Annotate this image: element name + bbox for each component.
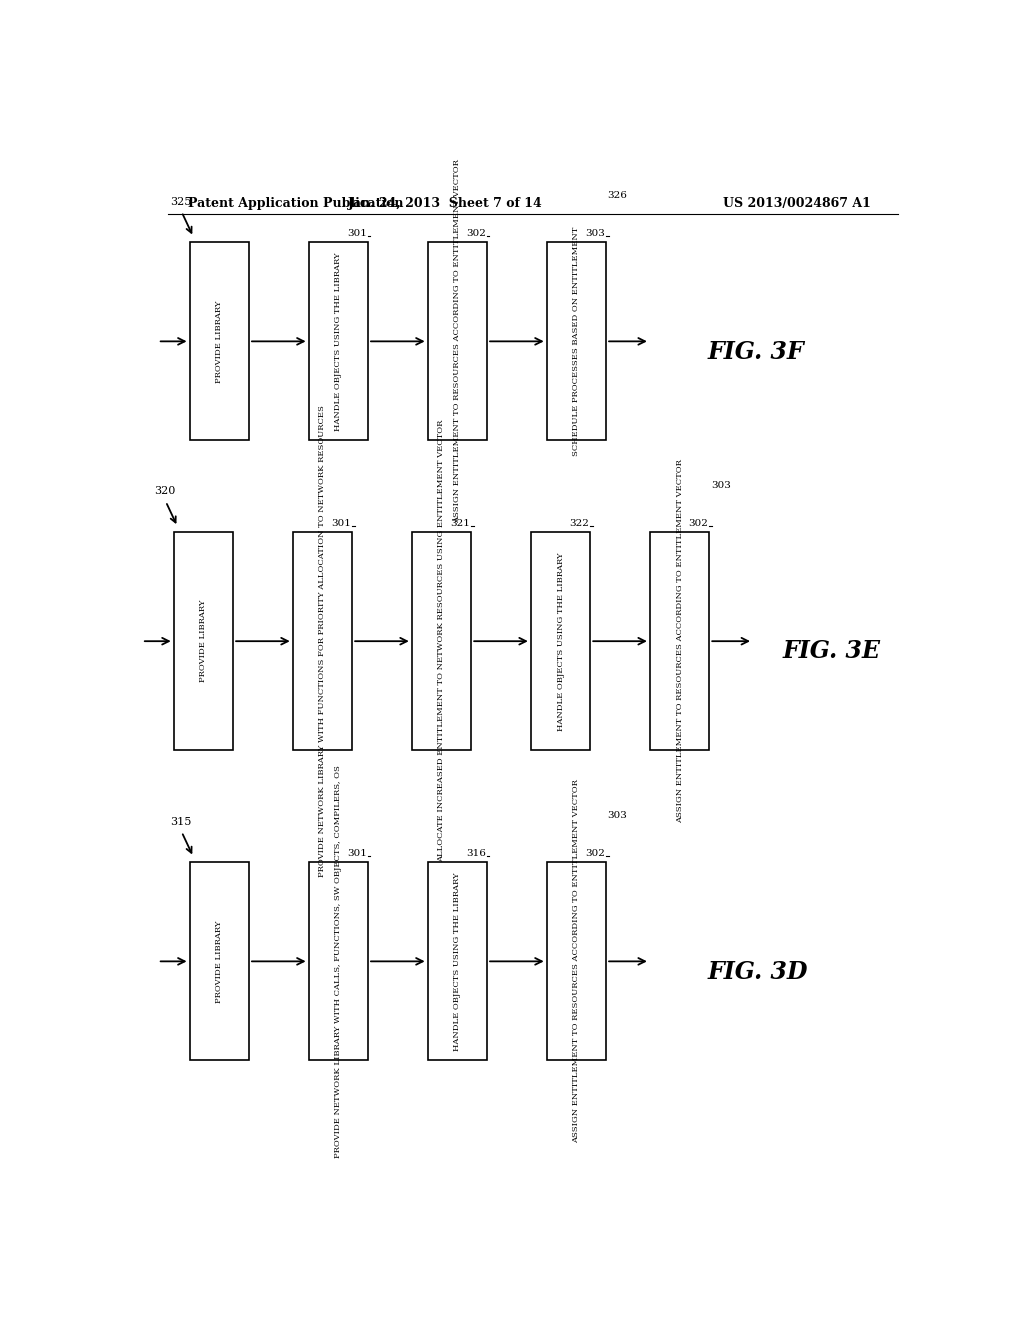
Text: FIG. 3E: FIG. 3E bbox=[782, 639, 881, 664]
Text: HANDLE OBJECTS USING THE LIBRARY: HANDLE OBJECTS USING THE LIBRARY bbox=[334, 252, 342, 430]
Text: US 2013/0024867 A1: US 2013/0024867 A1 bbox=[723, 197, 871, 210]
Text: 316: 316 bbox=[467, 849, 486, 858]
Bar bbox=[308, 243, 368, 441]
Bar bbox=[547, 862, 606, 1060]
Bar bbox=[308, 862, 368, 1060]
Bar bbox=[530, 532, 590, 751]
Text: 302: 302 bbox=[586, 849, 605, 858]
Text: PROVIDE LIBRARY: PROVIDE LIBRARY bbox=[215, 920, 223, 1003]
Text: 320: 320 bbox=[154, 486, 175, 496]
Bar bbox=[174, 532, 233, 751]
Text: ASSIGN ENTITLEMENT TO RESOURCES ACCORDING TO ENTITLEMENT VECTOR: ASSIGN ENTITLEMENT TO RESOURCES ACCORDIN… bbox=[676, 459, 684, 824]
Text: HANDLE OBJECTS USING THE LIBRARY: HANDLE OBJECTS USING THE LIBRARY bbox=[454, 873, 462, 1051]
Text: 301: 301 bbox=[332, 519, 351, 528]
Text: 303: 303 bbox=[586, 230, 605, 238]
Text: 322: 322 bbox=[569, 519, 590, 528]
Text: ASSIGN ENTITLEMENT TO RESOURCES ACCORDING TO ENTITLEMENT VECTOR: ASSIGN ENTITLEMENT TO RESOURCES ACCORDIN… bbox=[454, 160, 462, 523]
Text: 303: 303 bbox=[711, 480, 731, 490]
Text: FIG. 3F: FIG. 3F bbox=[708, 339, 804, 363]
Bar bbox=[650, 532, 710, 751]
Bar bbox=[428, 862, 487, 1060]
Bar bbox=[189, 862, 249, 1060]
Text: PROVIDE LIBRARY: PROVIDE LIBRARY bbox=[200, 599, 208, 682]
Text: PROVIDE NETWORK LIBRARY WITH FUNCTIONS FOR PRIORITY ALLOCATION TO NETWORK RESOUR: PROVIDE NETWORK LIBRARY WITH FUNCTIONS F… bbox=[318, 405, 327, 876]
Text: 326: 326 bbox=[607, 191, 628, 201]
Text: PROVIDE LIBRARY: PROVIDE LIBRARY bbox=[215, 300, 223, 383]
Bar bbox=[293, 532, 352, 751]
Bar bbox=[189, 243, 249, 441]
Text: 301: 301 bbox=[347, 849, 368, 858]
Text: 301: 301 bbox=[347, 230, 368, 238]
Text: 302: 302 bbox=[467, 230, 486, 238]
Bar bbox=[547, 243, 606, 441]
Bar bbox=[412, 532, 471, 751]
Text: 302: 302 bbox=[689, 519, 709, 528]
Text: FIG. 3D: FIG. 3D bbox=[708, 960, 808, 983]
Text: 325: 325 bbox=[170, 197, 191, 207]
Text: Jan. 24, 2013  Sheet 7 of 14: Jan. 24, 2013 Sheet 7 of 14 bbox=[348, 197, 543, 210]
Text: 303: 303 bbox=[607, 810, 628, 820]
Text: HANDLE OBJECTS USING THE LIBRARY: HANDLE OBJECTS USING THE LIBRARY bbox=[556, 552, 564, 730]
Text: Patent Application Publication: Patent Application Publication bbox=[187, 197, 403, 210]
Text: ASSIGN ENTITLEMENT TO RESOURCES ACCORDING TO ENTITLEMENT VECTOR: ASSIGN ENTITLEMENT TO RESOURCES ACCORDIN… bbox=[572, 779, 581, 1143]
Text: PROVIDE NETWORK LIBRARY WITH CALLS, FUNCTIONS, SW OBJECTS, COMPILERS, OS: PROVIDE NETWORK LIBRARY WITH CALLS, FUNC… bbox=[334, 764, 342, 1158]
Bar bbox=[428, 243, 487, 441]
Text: SCHEDULE PROCESSES BASED ON ENTITLEMENT: SCHEDULE PROCESSES BASED ON ENTITLEMENT bbox=[572, 227, 581, 455]
Text: 315: 315 bbox=[170, 817, 191, 826]
Text: 321: 321 bbox=[451, 519, 470, 528]
Text: ALLOCATE INCREASED ENTITLEMENT TO NETWORK RESOURCES USING ENTITLEMENT VECTOR: ALLOCATE INCREASED ENTITLEMENT TO NETWOR… bbox=[437, 420, 445, 862]
